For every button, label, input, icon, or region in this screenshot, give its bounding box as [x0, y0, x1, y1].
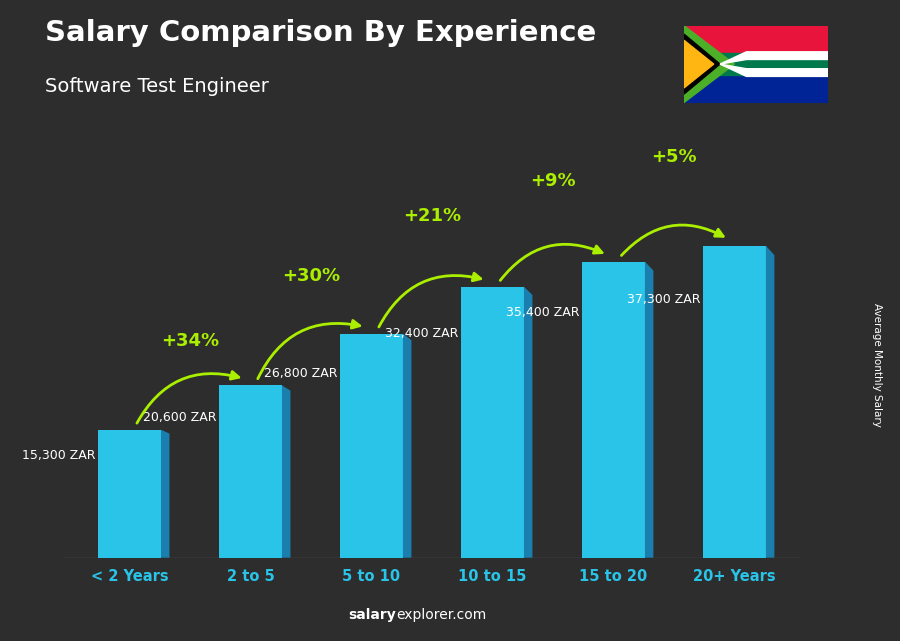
Polygon shape: [403, 333, 411, 558]
Text: explorer.com: explorer.com: [396, 608, 486, 622]
Polygon shape: [684, 40, 714, 88]
Bar: [582, 262, 645, 558]
Polygon shape: [161, 429, 169, 558]
Text: 26,800 ZAR: 26,800 ZAR: [264, 367, 338, 380]
Polygon shape: [645, 262, 653, 558]
Text: +34%: +34%: [161, 332, 219, 351]
Polygon shape: [720, 64, 828, 76]
Text: 15,300 ZAR: 15,300 ZAR: [22, 449, 95, 462]
Bar: [684, 26, 828, 64]
Text: +30%: +30%: [282, 267, 340, 285]
Text: +21%: +21%: [403, 207, 461, 225]
Text: 37,300 ZAR: 37,300 ZAR: [627, 292, 700, 306]
Bar: [684, 53, 828, 75]
Polygon shape: [720, 52, 828, 64]
Bar: [340, 333, 403, 558]
Bar: [684, 64, 828, 103]
Text: Salary Comparison By Experience: Salary Comparison By Experience: [45, 19, 596, 47]
Polygon shape: [684, 26, 734, 103]
Polygon shape: [524, 287, 533, 558]
Text: 35,400 ZAR: 35,400 ZAR: [506, 306, 580, 319]
Polygon shape: [282, 385, 291, 558]
Text: Software Test Engineer: Software Test Engineer: [45, 77, 269, 96]
Text: Average Monthly Salary: Average Monthly Salary: [872, 303, 883, 428]
Bar: [461, 287, 524, 558]
Text: 32,400 ZAR: 32,400 ZAR: [385, 328, 459, 340]
Bar: [703, 246, 766, 558]
Polygon shape: [684, 34, 720, 94]
Polygon shape: [766, 246, 774, 558]
Bar: [219, 385, 282, 558]
Text: +9%: +9%: [530, 172, 576, 190]
Text: salary: salary: [348, 608, 396, 622]
Text: 20,600 ZAR: 20,600 ZAR: [143, 412, 217, 424]
Text: +5%: +5%: [652, 148, 697, 167]
Bar: [98, 429, 161, 558]
